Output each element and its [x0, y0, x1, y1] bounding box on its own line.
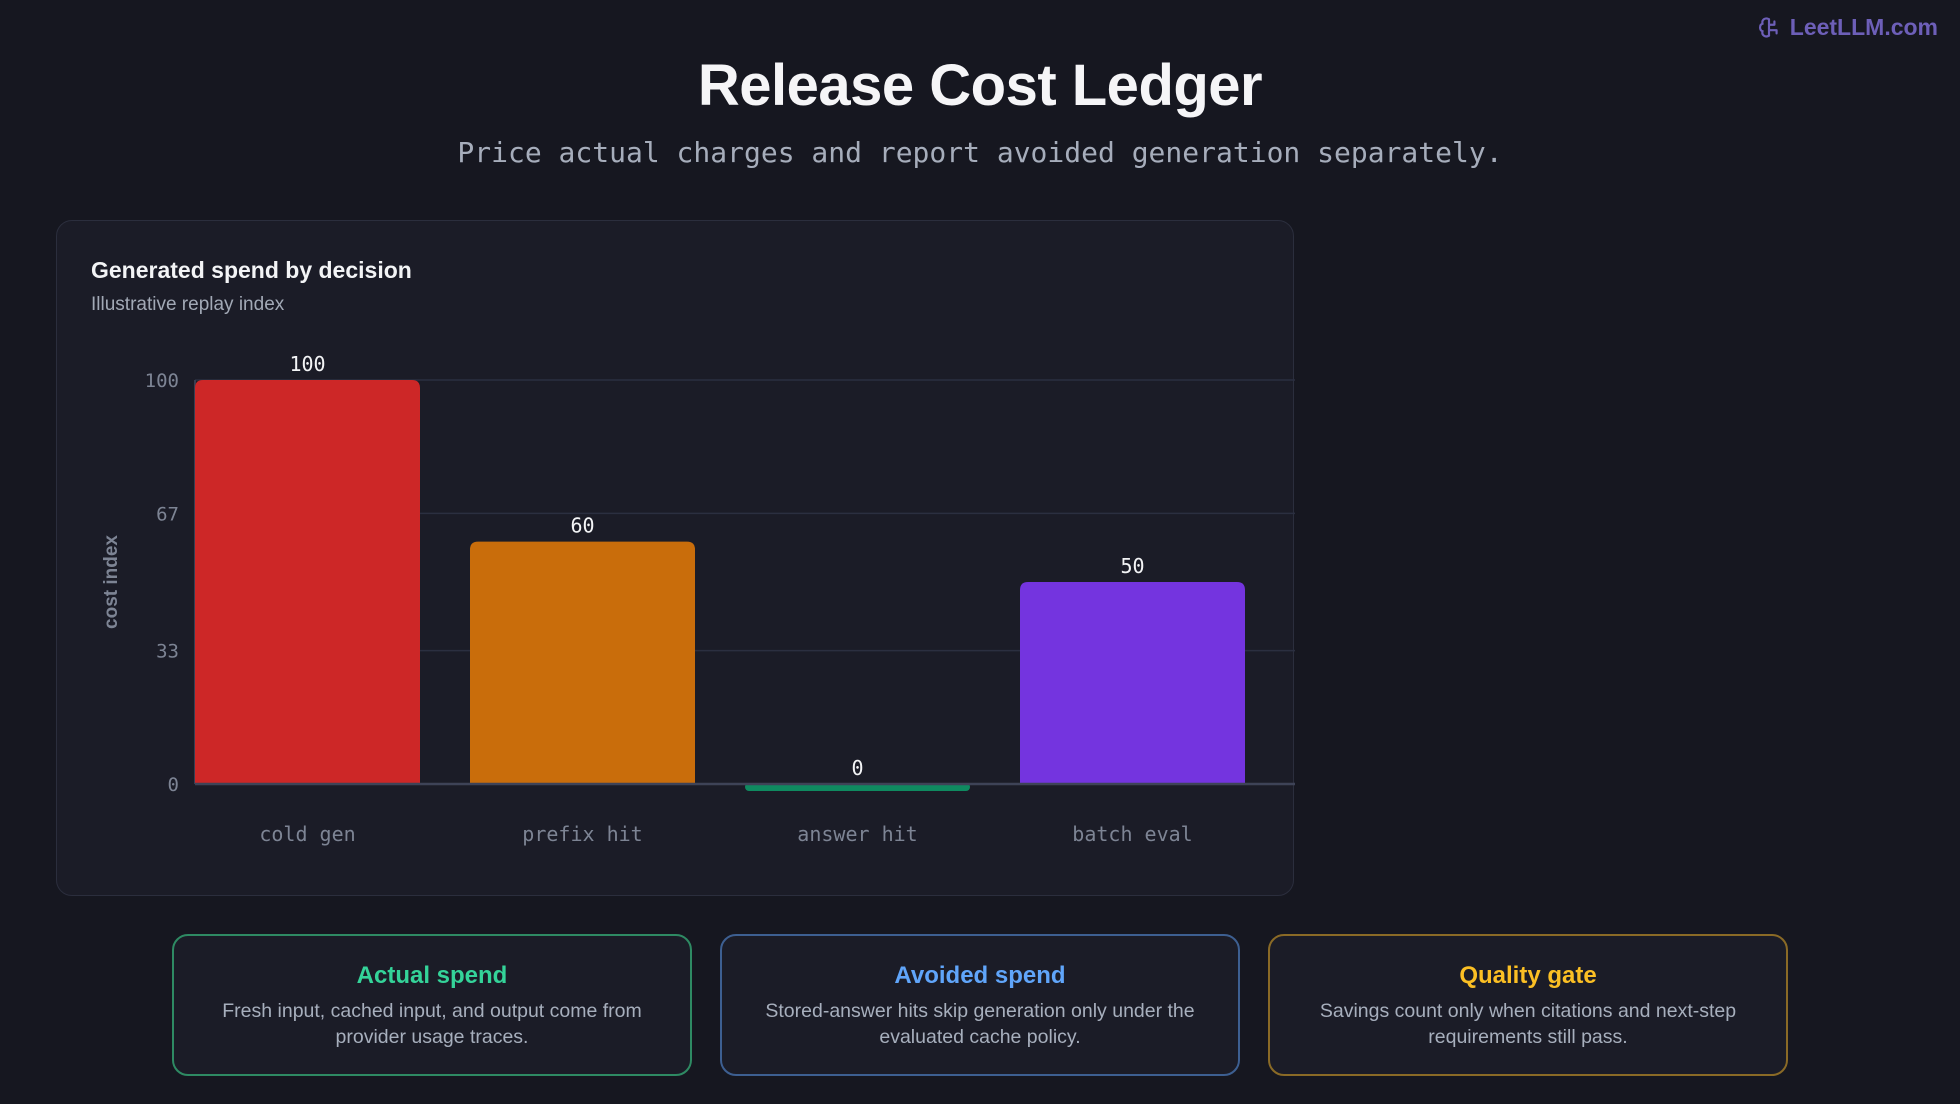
card-actual-spend: Actual spend Fresh input, cached input, …	[172, 934, 692, 1076]
chart-title: Generated spend by decision	[91, 257, 412, 283]
card-text: Fresh input, cached input, and output co…	[222, 1000, 642, 1048]
bar-chart: 0 33 67 100 cost index 100 cold gen 60 prefix hi…	[101, 352, 1295, 846]
page-subtitle: Price actual charges and report avoided …	[457, 136, 1503, 169]
bar-prefix-hit	[470, 541, 695, 784]
card-title: Quality gate	[1459, 962, 1597, 989]
y-tick-label: 100	[145, 370, 179, 392]
x-tick-label: answer hit	[797, 822, 917, 846]
brand-logo[interactable]: LeetLLM.com	[1756, 14, 1938, 41]
y-tick-label: 33	[156, 641, 179, 663]
card-text: Savings count only when citations and ne…	[1319, 1000, 1737, 1048]
card-quality-gate: Quality gate Savings count only when cit…	[1268, 934, 1788, 1076]
y-tick-label: 67	[156, 503, 179, 525]
x-tick-label: cold gen	[259, 822, 355, 846]
card-title: Avoided spend	[894, 962, 1066, 989]
card-avoided-spend: Avoided spend Stored-answer hits skip ge…	[720, 934, 1240, 1076]
card-text: Stored-answer hits skip generation only …	[765, 1000, 1195, 1048]
bar-batch-eval	[1020, 582, 1245, 784]
page-title: Release Cost Ledger	[697, 53, 1263, 118]
bar-value-label: 60	[570, 514, 594, 538]
chart-subtitle: Illustrative replay index	[91, 294, 285, 315]
chart-card: Generated spend by decision Illustrative…	[56, 220, 1295, 896]
y-axis-label: cost index	[101, 535, 122, 629]
x-tick-label: batch eval	[1072, 822, 1192, 846]
bar-value-label: 100	[289, 352, 325, 376]
bar-value-label: 50	[1120, 554, 1144, 578]
brain-icon	[1758, 16, 1778, 38]
bar-value-label: 0	[851, 756, 863, 780]
bar-cold-gen	[195, 380, 420, 784]
card-title: Actual spend	[356, 962, 508, 989]
brand-name: LeetLLM.com	[1789, 14, 1938, 40]
y-tick-label: 0	[168, 774, 179, 796]
summary-cards: Actual spend Fresh input, cached input, …	[172, 934, 1788, 1076]
x-tick-label: prefix hit	[522, 822, 642, 846]
